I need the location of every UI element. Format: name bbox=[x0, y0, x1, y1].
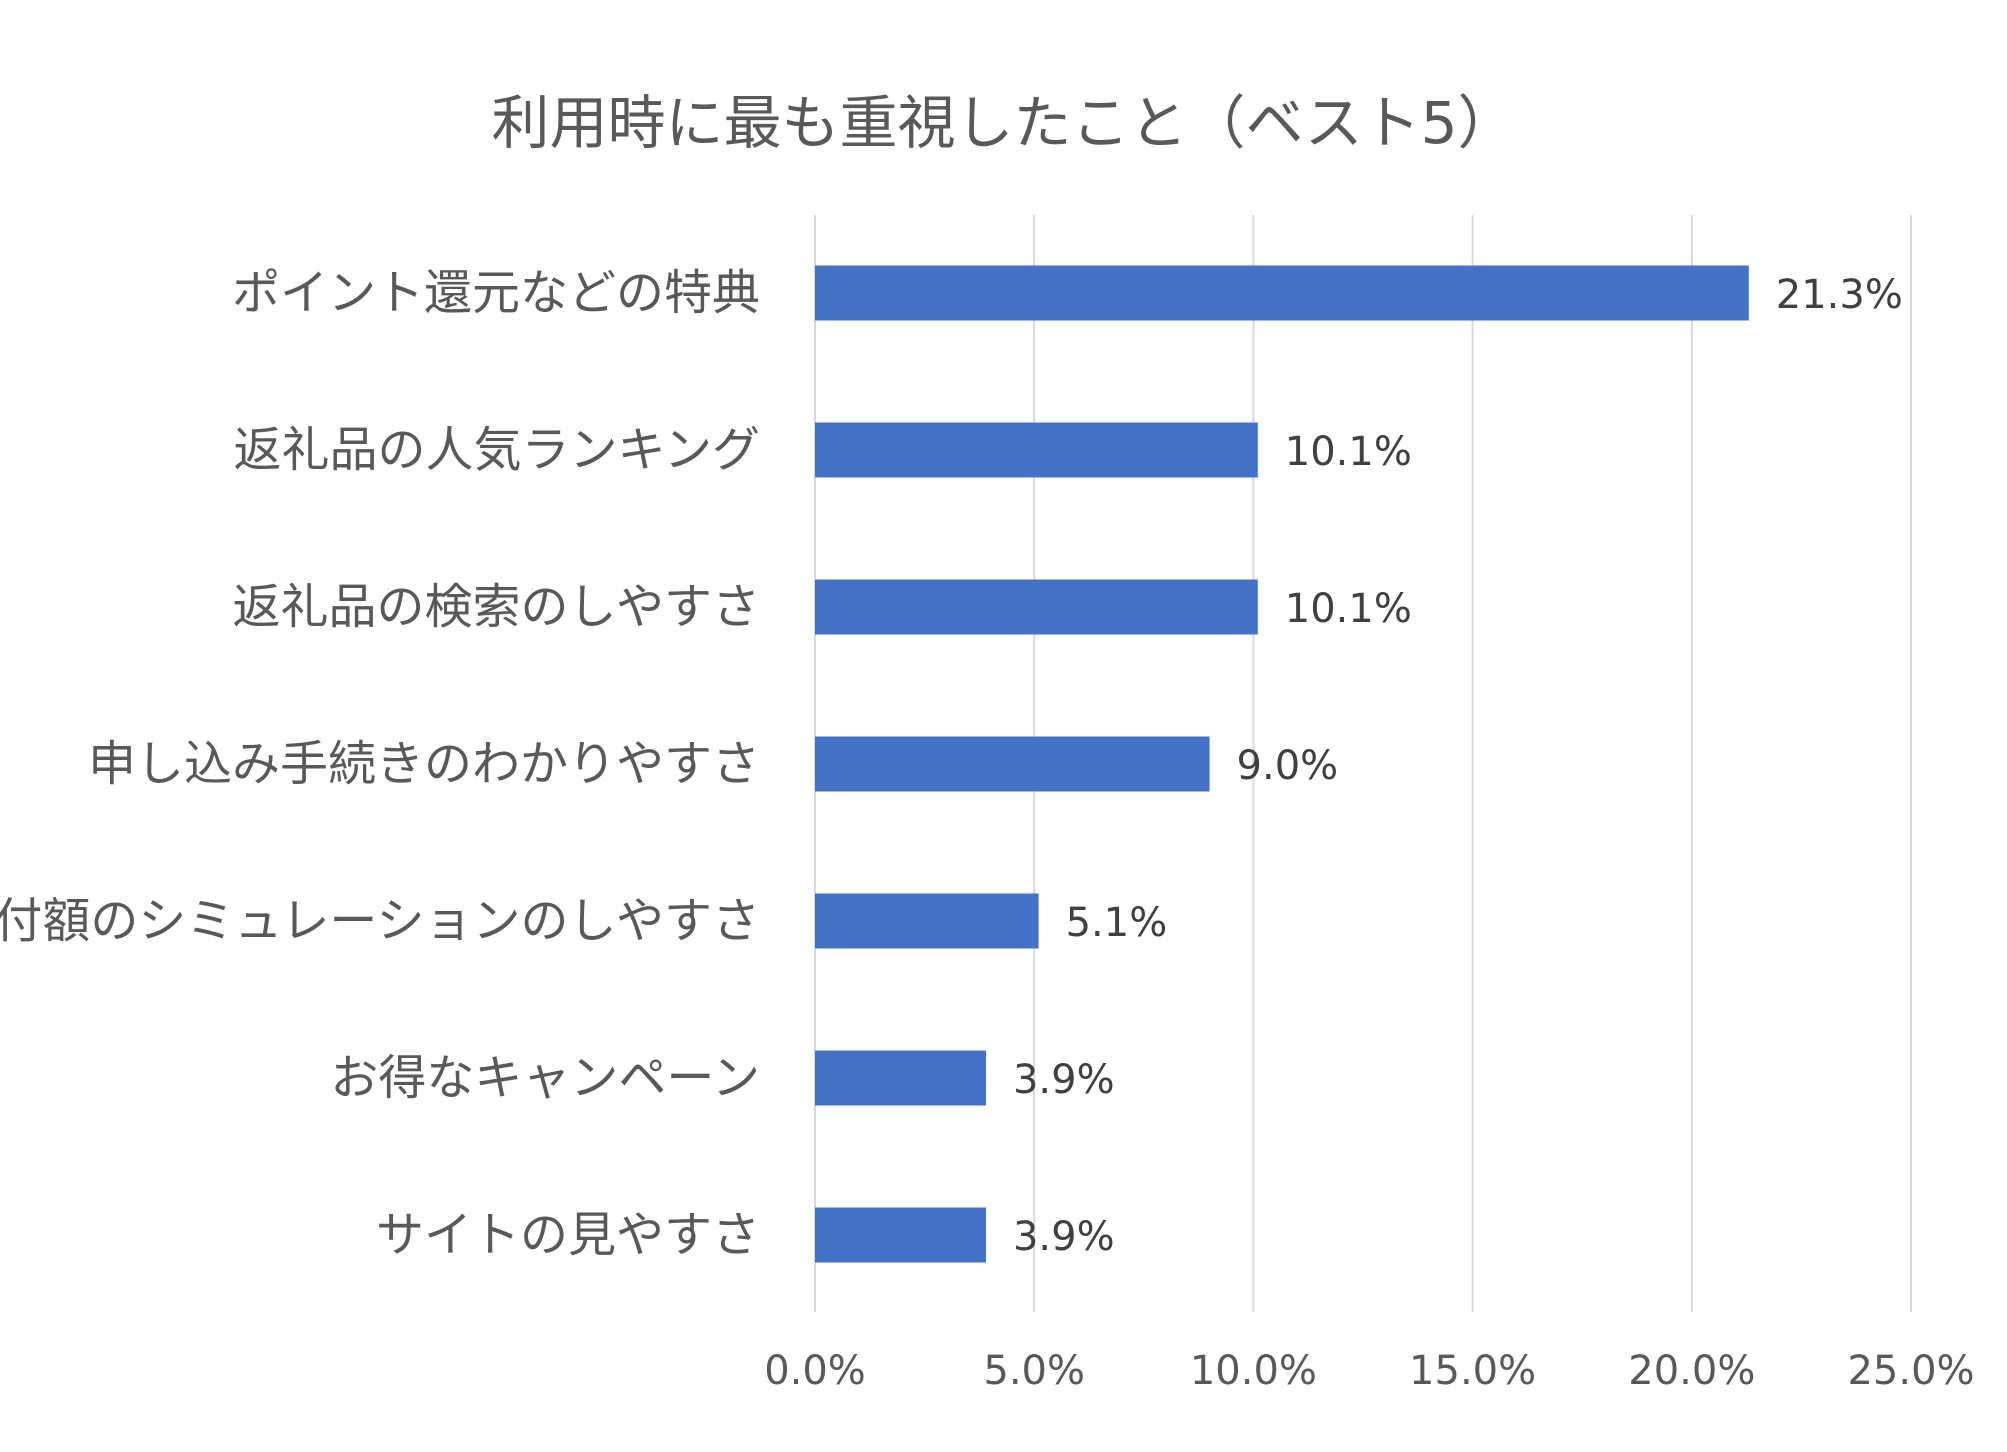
chart-title: 利用時に最も重視したこと（ベスト5） bbox=[491, 89, 1516, 157]
bar bbox=[815, 265, 1749, 321]
x-tick-label: 0.0% bbox=[764, 1348, 866, 1394]
x-tick-label: 15.0% bbox=[1409, 1348, 1536, 1394]
x-tick-label: 25.0% bbox=[1847, 1348, 1974, 1394]
bar bbox=[815, 579, 1258, 635]
bar bbox=[815, 736, 1210, 792]
bar bbox=[815, 1207, 986, 1263]
data-label: 9.0% bbox=[1237, 743, 1339, 789]
category-label: 申し込み手続きのわかりやすさ bbox=[88, 736, 760, 792]
x-tick-label: 20.0% bbox=[1628, 1348, 1755, 1394]
data-label: 5.1% bbox=[1066, 900, 1168, 946]
category-label: 返礼品の検索のしやすさ bbox=[232, 579, 760, 635]
data-label: 10.1% bbox=[1285, 429, 1412, 475]
x-tick-label: 10.0% bbox=[1190, 1348, 1317, 1394]
bar bbox=[815, 422, 1258, 478]
category-label: ポイント還元などの特典 bbox=[232, 265, 760, 321]
category-label: 返礼品の人気ランキング bbox=[233, 422, 760, 478]
data-label: 3.9% bbox=[1013, 1214, 1115, 1260]
category-label: サイトの見やすさ bbox=[376, 1207, 760, 1263]
data-label: 21.3% bbox=[1776, 272, 1903, 318]
bar bbox=[815, 1050, 986, 1106]
data-label: 10.1% bbox=[1285, 586, 1412, 632]
category-label: お得なキャンペーン bbox=[330, 1050, 760, 1106]
category-label: 寄付額のシミュレーションのしやすさ bbox=[0, 893, 760, 949]
x-tick-label: 5.0% bbox=[983, 1348, 1085, 1394]
data-label: 3.9% bbox=[1013, 1057, 1115, 1103]
bar bbox=[815, 893, 1039, 949]
